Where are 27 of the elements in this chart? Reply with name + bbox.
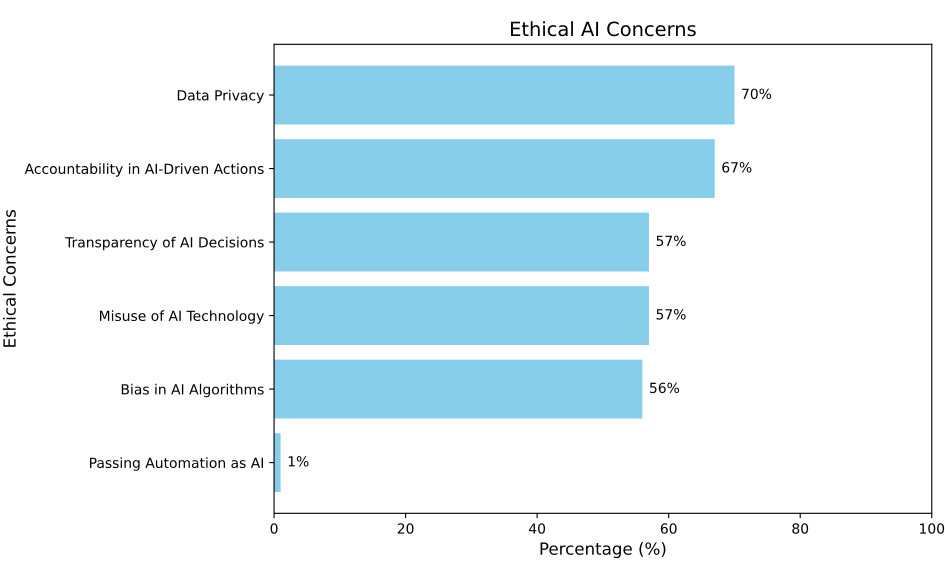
x-axis-title: Percentage (%): [540, 542, 666, 558]
data-label: 57%: [656, 309, 686, 320]
bar: [274, 66, 734, 124]
bar: [274, 286, 649, 345]
y-tick-label: Transparency of AI Decisions: [65, 236, 264, 250]
bar: [274, 360, 642, 418]
x-tick-label: 0: [270, 523, 278, 534]
y-axis-title: Ethical Concerns: [2, 210, 16, 347]
bar: [274, 212, 649, 272]
data-label: 67%: [722, 162, 752, 173]
chart-title: Ethical AI Concerns: [511, 21, 696, 36]
bar: [274, 139, 715, 198]
x-tick-label: 40: [528, 523, 546, 534]
x-tick-label: 60: [660, 523, 677, 534]
y-tick-label: Accountability in AI-Driven Actions: [24, 163, 264, 177]
data-label: 56%: [650, 382, 680, 394]
x-tick-label: 100: [920, 523, 944, 534]
y-tick-label: Data Privacy: [178, 90, 264, 104]
data-label: 57%: [656, 236, 686, 246]
y-tick-label: Misuse of AI Technology: [100, 310, 264, 324]
bar: [274, 433, 281, 492]
y-tick-label: Passing Automation as AI: [90, 457, 263, 471]
x-tick-label: 20: [398, 523, 414, 534]
data-label: 70%: [742, 88, 772, 100]
x-tick-label: 80: [792, 523, 808, 534]
data-label: 1%: [288, 456, 308, 467]
y-tick-label: Bias in AI Algorithms: [122, 384, 264, 398]
